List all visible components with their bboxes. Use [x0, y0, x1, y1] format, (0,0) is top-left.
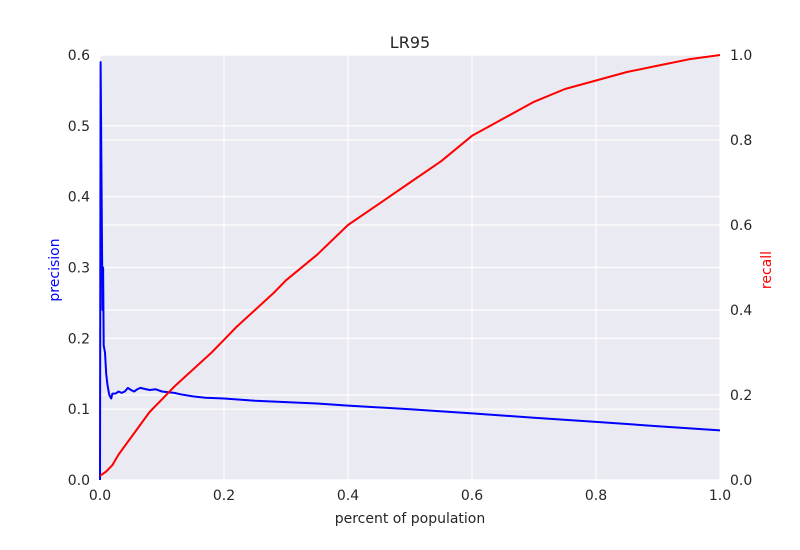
x-tick-label: 0.6	[461, 488, 483, 504]
right-y-tick-label: 0.6	[730, 218, 752, 234]
x-tick-label: 0.2	[213, 488, 235, 504]
precision-line	[99, 61, 721, 481]
right-y-tick-label: 0.2	[730, 388, 752, 404]
left-y-tick-label: 0.4	[68, 190, 90, 206]
x-tick-label: 1.0	[709, 488, 731, 504]
right-y-tick-label: 0.8	[730, 133, 752, 149]
x-tick-label: 0.0	[89, 488, 111, 504]
series-layer	[99, 54, 721, 481]
x-axis-label: percent of population	[335, 511, 486, 527]
right-y-tick-label: 1.0	[730, 48, 752, 64]
tick-labels: 0.0 0.2 0.4 0.6 0.8 1.00.00.10.20.30.40.50.60…	[68, 48, 753, 504]
left-y-tick-label: 0.3	[68, 261, 90, 277]
left-y-tick-label: 0.1	[68, 402, 90, 418]
left-y-tick-label: 0.6	[68, 48, 90, 64]
grid-lines	[99, 54, 721, 481]
chart-title: LR95	[390, 33, 430, 52]
right-y-tick-label: 0.0	[730, 473, 752, 489]
left-y-tick-label: 0.2	[68, 331, 90, 347]
left-y-tick-label: 0.5	[68, 119, 90, 135]
left-y-tick-label: 0.0	[68, 473, 90, 489]
x-tick-label: 0.4	[337, 488, 359, 504]
x-tick-label: 0.8	[585, 488, 607, 504]
right-y-axis-label: recall	[759, 251, 775, 289]
left-y-axis-label: precision	[47, 238, 63, 301]
recall-line	[99, 54, 721, 477]
right-y-tick-label: 0.4	[730, 303, 752, 319]
